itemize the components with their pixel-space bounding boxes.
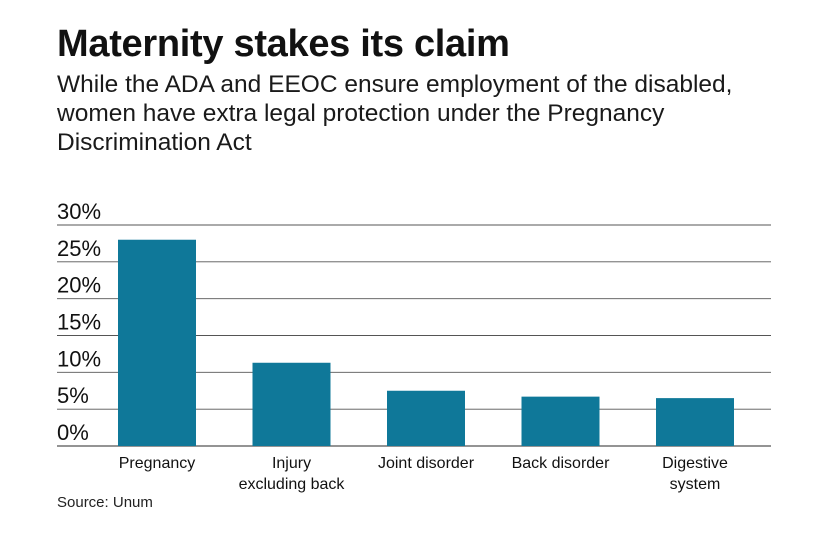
x-category-label: Digestive — [662, 455, 728, 472]
chart-subtitle: While the ADA and EEOC ensure employment… — [57, 71, 733, 156]
x-category-label: Back disorder — [512, 455, 610, 472]
y-tick-label: 15% — [57, 310, 101, 335]
x-category-label: Joint disorder — [378, 455, 475, 472]
y-axis-tick-labels: 0% 5% 10% 15% 20% 25% 30% — [57, 199, 101, 445]
y-tick-label: 30% — [57, 199, 101, 224]
x-category-label: Pregnancy — [119, 455, 196, 472]
y-tick-label: 5% — [57, 383, 89, 408]
x-axis-category-labels: Pregnancy Injury excluding back Joint disor… — [119, 455, 728, 493]
bar — [521, 396, 600, 446]
bars — [118, 239, 734, 446]
x-category-label: Injury — [272, 455, 311, 472]
bar — [118, 239, 196, 446]
source-note: Source: Unum — [57, 494, 153, 511]
x-category-label: excluding back — [239, 476, 346, 493]
x-category-label: system — [670, 476, 721, 493]
y-tick-label: 10% — [57, 346, 101, 371]
y-tick-label: 20% — [57, 273, 101, 298]
y-tick-label: 0% — [57, 420, 89, 445]
bar — [656, 398, 734, 446]
bar — [387, 390, 465, 446]
chart-title: Maternity stakes its claim — [57, 23, 510, 65]
y-tick-label: 25% — [57, 236, 101, 261]
bar — [252, 362, 331, 446]
